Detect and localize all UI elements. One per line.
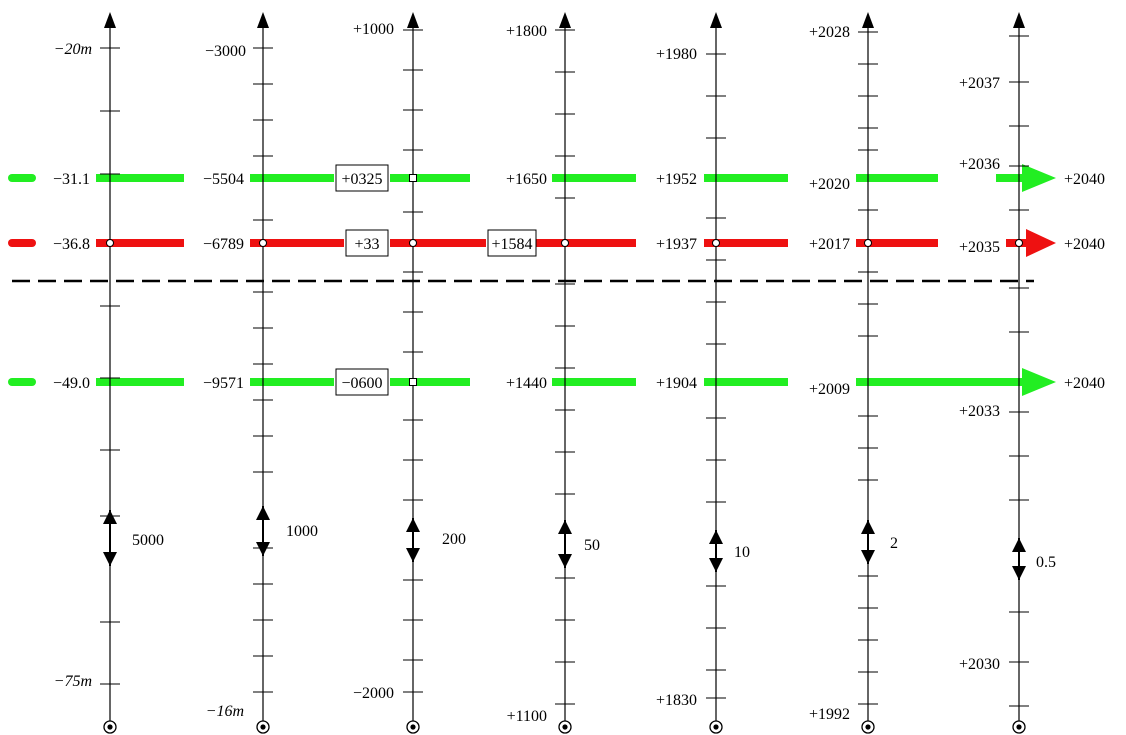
axis-5-top-arrow [710, 12, 722, 28]
a6-top-label: +2028 [809, 24, 850, 41]
a2-step-label: 1000 [286, 523, 318, 540]
axis-7-red-marker [1015, 239, 1023, 247]
axis-1 [100, 12, 120, 734]
a5-top-label: +1980 [656, 46, 697, 63]
axis-2-top-arrow [257, 12, 269, 28]
axis-1-step-arrow-up [103, 510, 117, 524]
target-red-label: +2040 [1064, 236, 1105, 253]
a3-red-label: +33 [354, 236, 379, 253]
a4-green-upper-label: +1650 [506, 171, 547, 188]
a6-step-label: 2 [890, 535, 898, 552]
a4-green-lower-label: +1440 [506, 375, 547, 392]
green-arrowhead-upper [1022, 164, 1056, 192]
green-arrowhead-lower [1022, 368, 1056, 396]
a1-green-lower-label: −49.0 [53, 375, 90, 392]
target-green-lower-label: +2040 [1064, 375, 1105, 392]
label-box-a3-green-upper [335, 164, 389, 192]
axis-7 [1009, 12, 1029, 734]
axis-3 [403, 12, 423, 734]
axis-7-step-arrow-up [1012, 538, 1026, 552]
axis-4 [555, 12, 575, 734]
a4-top-label: +1800 [506, 23, 547, 40]
a3-top-label: +1000 [353, 21, 394, 38]
a1-red-label: −36.8 [53, 236, 90, 253]
axis-5-step-arrow-up [709, 530, 723, 544]
axis-2-step-arrow-down [256, 542, 270, 556]
axis-4-origin-dot [562, 724, 568, 730]
a7-red-label: +2035 [959, 239, 1000, 256]
a5-bottom-label: +1830 [656, 692, 697, 709]
a4-bottom-label: +1100 [507, 708, 547, 725]
a1-green-upper-label: −31.1 [53, 171, 90, 188]
axis-3-top-arrow [407, 12, 419, 28]
axis-4-step-arrow-up [558, 520, 572, 534]
a5-step-label: 10 [734, 544, 750, 561]
axis-4-red-marker [561, 239, 569, 247]
a7-green-upper-label: +2036 [959, 156, 1000, 173]
a2-green-lower-label: −9571 [203, 375, 244, 392]
a3-step-label: 200 [442, 531, 466, 548]
a4-step-label: 50 [584, 537, 600, 554]
target-green-upper-label: +2040 [1064, 171, 1105, 188]
a4-red-label: +1584 [491, 236, 532, 253]
axis-7-top-arrow [1013, 12, 1025, 28]
a7-top-label: +2037 [959, 75, 1000, 92]
axis-6-origin-dot [865, 724, 871, 730]
axis-1-red-marker [106, 239, 114, 247]
a2-green-upper-label: −5504 [203, 171, 244, 188]
axis-3-red-marker [409, 239, 417, 247]
red-arrowhead [1026, 229, 1056, 257]
axis-1-top-arrow [104, 12, 116, 28]
axis-4-top-arrow [559, 12, 571, 28]
axes [100, 12, 1029, 734]
axis-5 [706, 12, 726, 734]
a2-bottom-label: −16m [206, 703, 244, 720]
axis-5-red-marker [712, 239, 720, 247]
axis-6-step-arrow-up [861, 520, 875, 534]
a2-top-label: −3000 [205, 43, 246, 60]
a1-bottom-label: −75m [54, 673, 92, 690]
a1-top-label: −20m [54, 41, 92, 58]
axis-3-step-arrow-down [406, 548, 420, 562]
a6-green-upper-label: +2020 [809, 176, 850, 193]
a1-step-label: 5000 [132, 532, 164, 549]
a6-bottom-label: +1992 [809, 706, 850, 723]
axis-6-top-arrow [862, 12, 874, 28]
axis-6-red-marker [864, 239, 872, 247]
a2-red-label: −6789 [203, 236, 244, 253]
a3-green-upper-label: +0325 [341, 171, 382, 188]
axis-3-green-lower-marker [409, 378, 417, 386]
a5-green-upper-label: +1952 [656, 171, 697, 188]
axis-2-origin-dot [260, 724, 266, 730]
axis-2-step-arrow-up [256, 506, 270, 520]
a7-green-lower-label: +2033 [959, 403, 1000, 420]
a6-green-lower-label: +2009 [809, 381, 850, 398]
markers [106, 174, 1023, 386]
axis-2 [253, 12, 273, 734]
axis-1-step-arrow-down [103, 552, 117, 566]
label-box-a3-red [345, 229, 389, 257]
a5-red-label: +1937 [656, 236, 697, 253]
axis-1-origin-dot [107, 724, 113, 730]
a5-green-lower-label: +1904 [656, 375, 697, 392]
axis-3-origin-dot [410, 724, 416, 730]
axis-3-step-arrow-up [406, 518, 420, 532]
axis-6-step-arrow-down [861, 550, 875, 564]
a7-step-label: 0.5 [1036, 554, 1056, 571]
axis-6 [858, 12, 878, 734]
axis-5-step-arrow-down [709, 558, 723, 572]
axis-7-origin-dot [1016, 724, 1022, 730]
label-box-a3-green-lower [335, 368, 389, 396]
a3-bottom-label: −2000 [353, 685, 394, 702]
axis-4-step-arrow-down [558, 554, 572, 568]
axis-3-green-upper-marker [409, 174, 417, 182]
a3-green-lower-label: −0600 [341, 375, 382, 392]
axis-2-red-marker [259, 239, 267, 247]
axis-5-origin-dot [713, 724, 719, 730]
axis-7-step-arrow-down [1012, 566, 1026, 580]
a7-bottom-label: +2030 [959, 656, 1000, 673]
label-box-a4-red [487, 229, 537, 257]
a6-red-label: +2017 [809, 236, 850, 253]
